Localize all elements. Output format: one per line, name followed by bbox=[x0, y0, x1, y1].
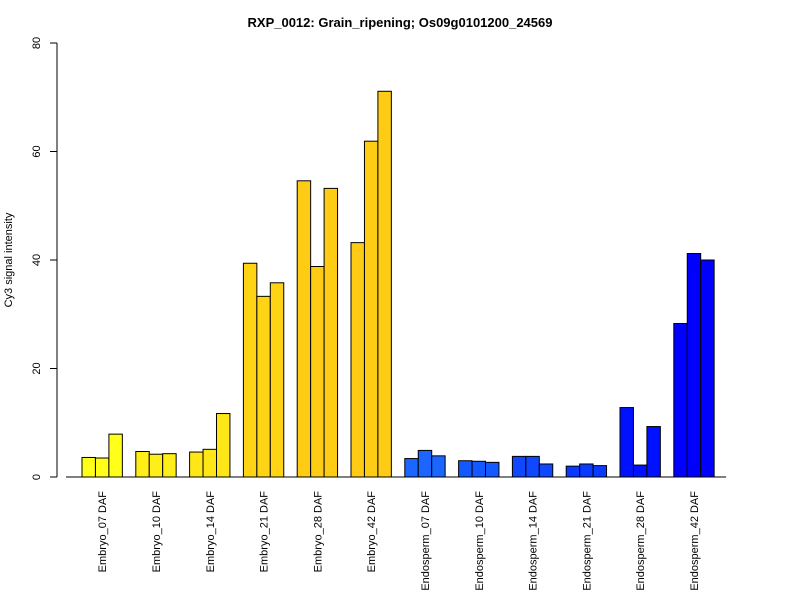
bars-group bbox=[81, 90, 715, 478]
bar bbox=[350, 242, 365, 478]
y-tick-label: 80 bbox=[31, 37, 43, 49]
bar bbox=[565, 465, 581, 478]
x-category-label: Endosperm_07 DAF bbox=[420, 491, 432, 591]
bar bbox=[256, 295, 271, 478]
bar bbox=[323, 187, 339, 478]
x-category-label: Embryo_10 DAF bbox=[151, 491, 163, 573]
bar bbox=[686, 252, 702, 478]
bar bbox=[242, 262, 258, 478]
bar bbox=[592, 465, 608, 478]
bar bbox=[94, 457, 110, 478]
bar bbox=[162, 453, 177, 478]
y-axis-label: Cy3 signal intensity bbox=[3, 212, 15, 307]
y-axis: 0 20 40 60 80 bbox=[31, 37, 58, 480]
bar bbox=[471, 460, 486, 478]
x-category-label: Embryo_28 DAF bbox=[312, 491, 324, 573]
x-category-label: Embryo_42 DAF bbox=[366, 491, 378, 573]
x-category-label: Embryo_07 DAF bbox=[97, 491, 109, 573]
bar bbox=[632, 464, 648, 478]
bar bbox=[148, 453, 164, 478]
bar bbox=[135, 451, 150, 478]
bar bbox=[579, 463, 594, 478]
bar bbox=[646, 426, 661, 478]
bar bbox=[538, 463, 554, 478]
bar bbox=[619, 407, 634, 478]
bar bbox=[296, 180, 312, 478]
bar bbox=[673, 322, 688, 478]
bar bbox=[108, 433, 123, 478]
bar bbox=[511, 455, 527, 478]
x-category-label: Endosperm_14 DAF bbox=[528, 491, 540, 591]
x-category-label: Endosperm_21 DAF bbox=[581, 491, 593, 591]
bar bbox=[81, 456, 96, 478]
y-tick-label: 0 bbox=[31, 474, 43, 480]
bar bbox=[525, 455, 540, 478]
bar bbox=[377, 90, 392, 478]
x-axis: Embryo_07 DAF Embryo_10 DAF Embryo_14 DAF E… bbox=[66, 476, 727, 591]
x-category-label: Endosperm_10 DAF bbox=[474, 491, 486, 591]
bar bbox=[363, 140, 379, 478]
x-category-label: Embryo_21 DAF bbox=[259, 491, 271, 573]
bar bbox=[269, 282, 285, 478]
bar bbox=[485, 461, 500, 478]
bar bbox=[310, 266, 325, 478]
x-category-label: Embryo_14 DAF bbox=[205, 491, 217, 573]
bar bbox=[404, 458, 419, 478]
bar bbox=[202, 448, 218, 478]
y-tick-label: 40 bbox=[31, 254, 43, 266]
bar bbox=[417, 449, 433, 478]
bar bbox=[431, 455, 446, 478]
bar bbox=[189, 451, 204, 478]
bar bbox=[458, 460, 473, 478]
chart-title: RXP_0012: Grain_ripening; Os09g0101200_2… bbox=[248, 15, 553, 30]
y-tick-label: 60 bbox=[31, 145, 43, 157]
bar bbox=[216, 413, 231, 478]
bar bbox=[700, 259, 715, 478]
x-category-label: Endosperm_28 DAF bbox=[635, 491, 647, 591]
y-tick-label: 20 bbox=[31, 362, 43, 374]
x-category-label: Endosperm_42 DAF bbox=[689, 491, 701, 591]
